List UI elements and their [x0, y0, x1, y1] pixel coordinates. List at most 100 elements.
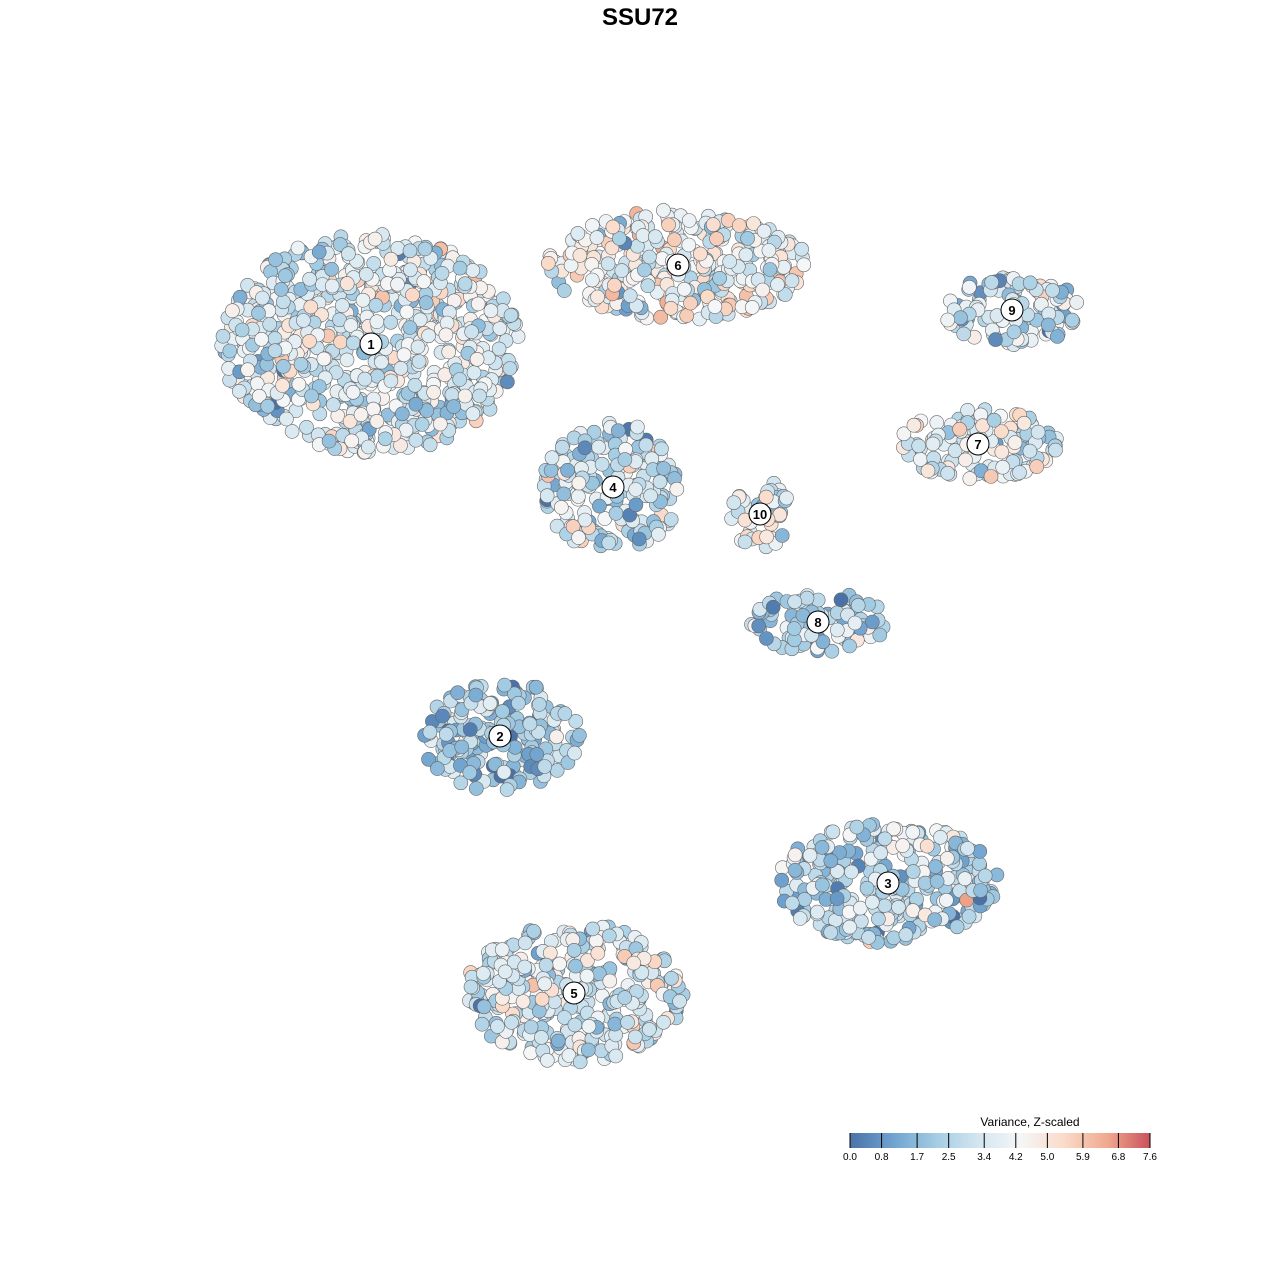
- cell-point: [523, 1045, 539, 1061]
- cell-point: [1022, 443, 1038, 459]
- cell-point: [761, 243, 777, 258]
- cell-point: [553, 500, 569, 515]
- cluster-label-badge: [806, 610, 830, 634]
- cell-point: [612, 231, 627, 246]
- cell-point: [756, 223, 772, 239]
- cell-point: [1029, 459, 1044, 474]
- legend-tick-label: 7.6: [1143, 1152, 1157, 1163]
- legend-tick-label: 5.9: [1076, 1152, 1090, 1163]
- cell-point: [334, 298, 350, 313]
- legend-color-bar: [850, 1133, 1150, 1148]
- cell-point: [600, 256, 616, 272]
- cell-point: [438, 327, 454, 343]
- cell-point: [796, 257, 812, 273]
- cell-point: [290, 240, 306, 256]
- cell-point: [661, 217, 676, 233]
- cell-point: [254, 331, 269, 347]
- cell-point: [814, 840, 830, 855]
- cell-point: [543, 463, 559, 478]
- legend-tick-label: 1.7: [910, 1152, 924, 1163]
- cell-point: [462, 765, 478, 780]
- cell-point: [339, 352, 355, 368]
- legend-tick-label: 0.0: [843, 1152, 857, 1163]
- cell-point: [886, 930, 902, 946]
- cell-point: [537, 759, 553, 774]
- cell-point: [580, 1042, 596, 1058]
- cell-point: [497, 964, 513, 980]
- cell-point: [608, 1048, 624, 1064]
- cell-point: [705, 217, 721, 232]
- cell-point: [911, 438, 927, 454]
- cell-point: [759, 631, 774, 646]
- cell-point: [383, 314, 399, 330]
- cluster-label-badge: [876, 871, 900, 895]
- cell-point: [408, 432, 424, 448]
- cell-point: [891, 899, 906, 915]
- cell-point: [284, 424, 300, 439]
- cell-point: [787, 594, 803, 610]
- points-layer: [214, 203, 1084, 1070]
- cluster-label-badge: [966, 432, 990, 456]
- cell-point: [740, 231, 755, 246]
- cell-point: [676, 281, 692, 297]
- cell-point: [324, 278, 340, 294]
- cell-point: [896, 426, 912, 442]
- cell-point: [402, 320, 418, 335]
- cell-point: [849, 819, 865, 835]
- cluster-label-6: 6: [666, 253, 690, 277]
- cell-point: [886, 821, 901, 837]
- cell-point: [622, 288, 638, 304]
- cell-point: [679, 308, 695, 323]
- cell-point: [412, 312, 428, 328]
- cell-point: [956, 326, 972, 342]
- cell-point: [842, 638, 857, 654]
- cell-point: [895, 838, 911, 853]
- cell-point: [1034, 296, 1049, 312]
- cell-point: [571, 475, 587, 491]
- cell-point: [947, 443, 963, 458]
- cell-point: [539, 1053, 555, 1068]
- cell-point: [861, 930, 876, 945]
- cell-point: [279, 411, 294, 427]
- cell-point: [469, 351, 485, 367]
- cell-point: [628, 482, 644, 497]
- cluster-label-text: 10: [753, 507, 767, 522]
- cell-point: [537, 976, 553, 992]
- cell-point: [435, 708, 450, 724]
- cell-point: [466, 365, 482, 380]
- cell-point: [774, 528, 790, 543]
- cell-point: [303, 299, 319, 315]
- cell-point: [302, 333, 317, 349]
- cell-point: [864, 894, 880, 910]
- cell-point: [465, 263, 481, 278]
- cell-point: [275, 294, 291, 310]
- cell-point: [824, 643, 840, 659]
- cell-point: [672, 993, 687, 1009]
- cell-point: [779, 490, 794, 506]
- cell-point: [709, 231, 724, 246]
- cell-point: [342, 414, 358, 429]
- cell-point: [474, 1016, 490, 1032]
- cell-point: [638, 437, 654, 453]
- cell-point: [877, 898, 893, 914]
- cell-point: [273, 282, 289, 297]
- cell-point: [850, 598, 866, 613]
- cell-point: [251, 388, 267, 404]
- cell-point: [692, 246, 708, 262]
- cell-point: [531, 697, 547, 712]
- cell-point: [960, 841, 975, 856]
- cluster-label-text: 6: [674, 258, 681, 273]
- cell-point: [957, 871, 973, 887]
- cell-point: [251, 305, 266, 321]
- cell-point: [1030, 424, 1046, 440]
- cell-point: [905, 903, 921, 918]
- cell-point: [585, 218, 600, 233]
- cell-point: [365, 401, 381, 417]
- cluster-label-text: 4: [609, 480, 617, 495]
- cell-point: [515, 994, 531, 1009]
- cell-point: [829, 891, 845, 906]
- cell-point: [567, 745, 582, 761]
- cell-point: [571, 530, 586, 545]
- cell-point: [731, 218, 747, 233]
